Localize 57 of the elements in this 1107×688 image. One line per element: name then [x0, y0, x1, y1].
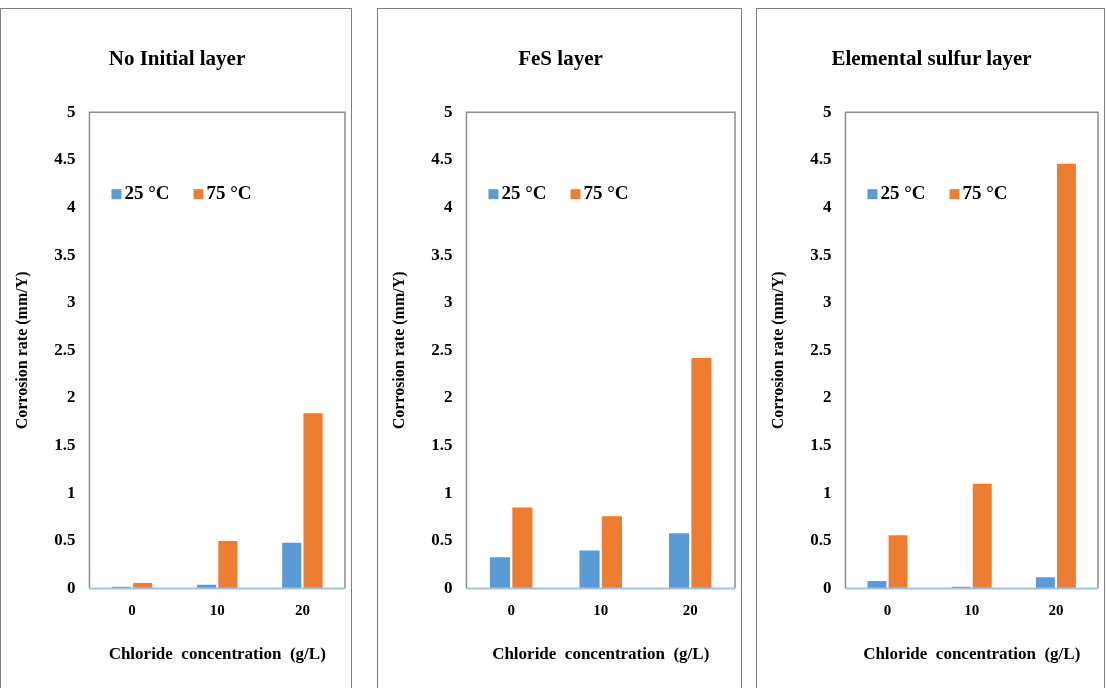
x-axis-title: Chloride concentration (g/L): [863, 644, 1081, 664]
x-tick-label: 10: [209, 602, 225, 619]
x-tick-label: 0: [128, 602, 136, 619]
y-tick-label: 2.5: [810, 339, 832, 359]
x-tick-label: 10: [964, 602, 980, 619]
y-tick-label: 1.5: [431, 435, 453, 455]
legend-label: 25 °C: [880, 182, 926, 204]
x-axis-title: Chloride concentration (g/L): [492, 644, 710, 664]
y-tick-label: 4: [443, 196, 453, 216]
y-tick-label: 4.5: [431, 149, 453, 169]
y-tick-label: 1: [66, 482, 76, 502]
y-tick-label: 0: [443, 577, 453, 597]
x-tick-label: 20: [294, 602, 310, 619]
x-tick-label: 20: [1048, 602, 1064, 619]
y-tick-label: 1: [443, 482, 453, 502]
y-axis-title: Corrosion rate (mm/Y): [768, 271, 787, 430]
chart-title: FeS layer: [518, 46, 603, 71]
y-tick-label: 3: [443, 292, 453, 312]
x-tick-label: 10: [593, 602, 609, 619]
y-tick-label: 1.5: [810, 435, 832, 455]
x-tick-label: 20: [682, 602, 698, 619]
y-tick-label: 3: [822, 292, 832, 312]
y-tick-label: 1.5: [54, 435, 76, 455]
y-tick-label: 3.5: [810, 244, 832, 264]
legend-label: 25 °C: [501, 182, 547, 204]
x-tick-label: 0: [507, 602, 515, 619]
y-tick-label: 2.5: [431, 339, 453, 359]
y-tick-label: 4: [822, 196, 832, 216]
y-axis-title: Corrosion rate (mm/Y): [389, 271, 408, 430]
chart-title: No Initial layer: [108, 46, 246, 71]
y-tick-label: 5: [66, 101, 76, 121]
x-axis-title: Chloride concentration (g/L): [108, 644, 326, 664]
legend-label: 75 °C: [583, 182, 629, 204]
y-tick-label: 2: [822, 387, 832, 407]
y-tick-label: 0.5: [54, 530, 76, 550]
y-tick-label: 1: [822, 482, 832, 502]
y-tick-label: 3.5: [54, 244, 76, 264]
y-tick-label: 0: [822, 577, 832, 597]
y-tick-label: 2: [66, 387, 76, 407]
y-tick-label: 2: [443, 387, 453, 407]
y-tick-label: 4.5: [810, 149, 832, 169]
y-axis-title: Corrosion rate (mm/Y): [12, 271, 31, 430]
y-tick-label: 0.5: [810, 530, 832, 550]
legend-label: 75 °C: [962, 182, 1008, 204]
y-tick-label: 3.5: [431, 244, 453, 264]
y-tick-label: 0.5: [431, 530, 453, 550]
y-tick-label: 0: [66, 577, 76, 597]
legend-label: 75 °C: [206, 182, 252, 204]
y-tick-label: 5: [822, 101, 832, 121]
x-tick-label: 0: [883, 602, 892, 619]
y-tick-label: 3: [66, 292, 76, 312]
y-tick-label: 5: [443, 101, 453, 121]
y-tick-label: 4: [66, 196, 76, 216]
y-tick-label: 2.5: [54, 339, 76, 359]
legend-label: 25 °C: [124, 182, 170, 204]
y-tick-label: 4.5: [54, 149, 76, 169]
chart-title: Elemental sulfur layer: [831, 46, 1032, 71]
